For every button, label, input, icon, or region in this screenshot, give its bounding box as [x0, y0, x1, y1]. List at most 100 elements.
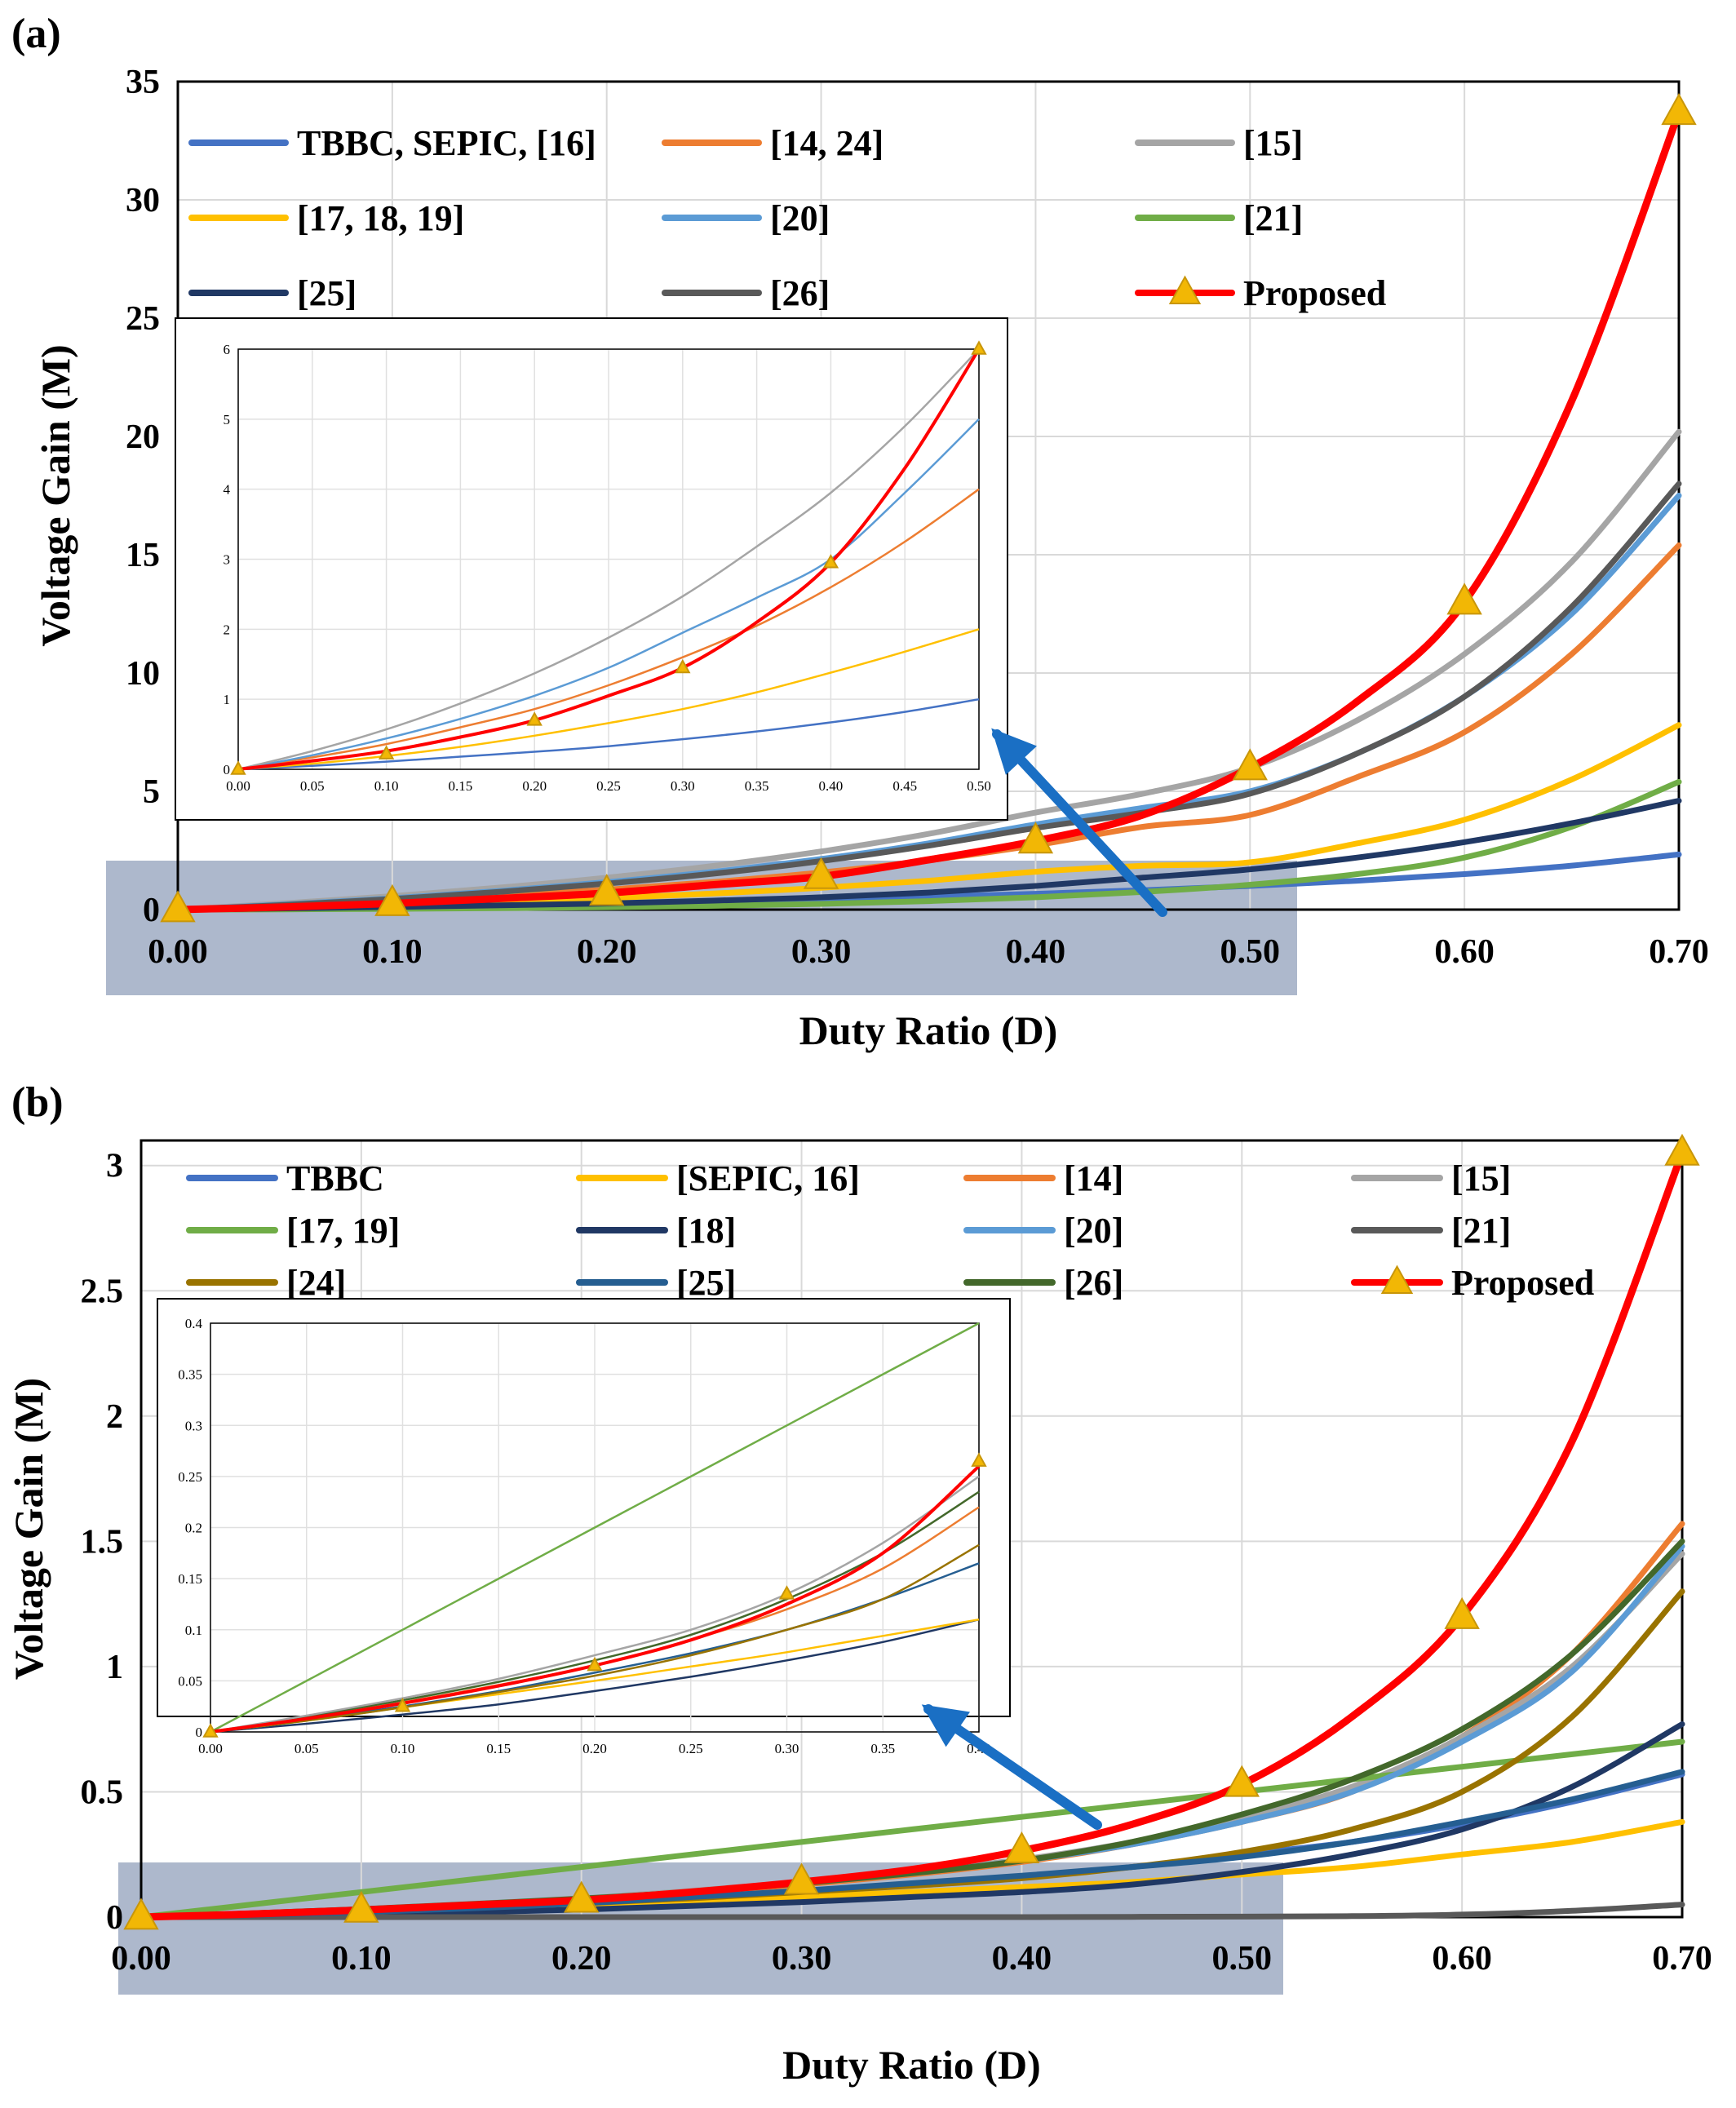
b-inset-y-tick-label: 0.4 [185, 1316, 203, 1331]
a-inset-x-tick-label: 0.10 [374, 778, 399, 794]
b-proposed-marker [783, 1862, 820, 1895]
a-y-tick-label: 5 [143, 773, 160, 811]
a-x-tick-label: 0.70 [1649, 933, 1709, 971]
a-y-tick-label: 25 [126, 300, 160, 338]
a-inset-y-tick-label: 4 [224, 482, 231, 498]
a-inset-x-tick-label: 0.40 [819, 778, 844, 794]
a-legend-label-4: [20] [770, 198, 830, 238]
b-legend-label-2: [14] [1064, 1158, 1123, 1198]
a-proposed-marker [374, 884, 410, 916]
a-inset-proposed-marker [526, 711, 542, 726]
b-inset-series-line-0 [210, 1322, 980, 1734]
a-inset-proposed-marker [822, 554, 839, 569]
a-x-tick-label: 0.10 [362, 933, 423, 971]
b-legend-label-1: [SEPIC, 16] [676, 1158, 860, 1198]
a-proposed-marker [803, 857, 839, 889]
b-x-tick-label: 0.50 [1212, 1940, 1273, 1977]
a-legend-label-1: [14, 24] [770, 123, 884, 163]
a-inset-series-line-1 [237, 628, 980, 771]
a-x-tick-label: 0.50 [1220, 933, 1281, 971]
a-y-tick-label: 15 [126, 537, 160, 574]
b-y-tick-label: 2.5 [81, 1273, 124, 1310]
chart-b: 0.00 0.10 0.20 0.30 0.40 0.50 0.60 0.7000.511.5… [6, 1133, 1712, 2088]
b-inset-series-line-4 [210, 1543, 980, 1734]
a-x-tick-label: 0.20 [577, 933, 637, 971]
b-y-tick-label: 2 [106, 1398, 123, 1436]
b-proposed-marker [1224, 1765, 1260, 1797]
b-legend-label-3: [15] [1451, 1158, 1511, 1198]
a-inset-proposed-marker [230, 760, 246, 775]
a-inset-y-tick-label: 5 [224, 412, 231, 427]
a-y-axis-title: Voltage Gain (M) [33, 344, 78, 646]
b-inset-y-tick-label: 0 [196, 1725, 203, 1740]
a-inset-y-tick-label: 3 [224, 552, 231, 568]
b-inset-series-line-7 [210, 1475, 980, 1734]
b-inset-series-line-8 [210, 1464, 981, 1734]
a-legend-label-3: [17, 18, 19] [297, 198, 464, 238]
b-inset-x-tick-label: 0.35 [870, 1741, 895, 1756]
b-inset-proposed-marker [587, 1656, 603, 1672]
b-legend-label-11: Proposed [1451, 1263, 1594, 1303]
b-inset-x-tick-label: 0.30 [775, 1741, 799, 1756]
a-proposed-marker [1232, 748, 1268, 781]
a-inset-y-tick-label: 1 [224, 692, 231, 707]
b-y-tick-label: 0 [106, 1899, 123, 1937]
a-legend-marker [1168, 275, 1202, 304]
b-proposed-marker [564, 1880, 600, 1913]
a-x-tick-label: 0.30 [791, 933, 852, 971]
b-inset-y-tick-label: 0.35 [178, 1367, 202, 1383]
a-inset-x-tick-label: 0.15 [449, 778, 473, 794]
b-x-tick-label: 0.40 [992, 1940, 1052, 1977]
b-series-line-7 [138, 1902, 1685, 1920]
b-inset-x-tick-label: 0.20 [582, 1741, 607, 1756]
b-x-tick-label: 0.60 [1432, 1940, 1492, 1977]
b-inset-y-tick-label: 0.1 [185, 1623, 202, 1638]
b-proposed-marker [343, 1890, 379, 1923]
b-series-line-4 [138, 1738, 1685, 1920]
a-inset-x-tick-label: 0.20 [522, 778, 547, 794]
b-inset-x-tick-label: 0.10 [391, 1741, 415, 1756]
a-inset-series-line-2 [237, 488, 980, 771]
a-y-tick-label: 35 [126, 64, 160, 101]
b-inset-proposed-marker [202, 1723, 219, 1738]
a-inset-x-tick-label: 0.45 [892, 778, 917, 794]
b-series-line-11 [137, 1149, 1686, 1921]
b-legend-label-5: [18] [676, 1211, 736, 1251]
a-legend-label-5: [21] [1243, 198, 1303, 238]
a-legend-label-2: [15] [1243, 123, 1303, 163]
a-inset-series-line-5 [237, 348, 981, 771]
a-x-tick-label: 0.00 [148, 933, 208, 971]
b-inset-x-tick-label: 0.25 [679, 1741, 703, 1756]
a-proposed-marker [1446, 582, 1482, 615]
b-inset-proposed-marker [778, 1585, 795, 1600]
b-legend-label-0: TBBC [286, 1158, 384, 1198]
b-inset-box [157, 1298, 1011, 1717]
b-proposed-marker [1003, 1831, 1040, 1864]
b-inset-series-line-3 [210, 1562, 980, 1734]
a-inset-proposed-marker [971, 340, 987, 355]
a-proposed-marker [160, 890, 196, 923]
chart-a: 0.00 0.10 0.20 0.30 0.40 0.50 0.60 0.7005101520… [33, 64, 1709, 1053]
b-inset-series-line-6 [210, 1490, 980, 1734]
b-legend-label-10: [26] [1064, 1263, 1123, 1303]
b-inset-y-tick-label: 0.3 [185, 1418, 202, 1433]
a-x-axis-title: Duty Ratio (D) [799, 1008, 1058, 1053]
panel-b-label: (b) [11, 1079, 64, 1126]
a-inset-proposed-marker [378, 745, 395, 760]
a-proposed-marker [1017, 822, 1054, 854]
a-x-tick-label: 0.40 [1006, 933, 1066, 971]
b-legend-label-8: [24] [286, 1263, 346, 1303]
a-inset-series-line-0 [237, 698, 980, 771]
b-proposed-marker [123, 1898, 159, 1930]
b-x-tick-label: 0.70 [1652, 1940, 1712, 1977]
a-proposed-marker [589, 874, 625, 906]
b-y-tick-label: 0.5 [81, 1774, 124, 1811]
b-x-tick-label: 0.30 [772, 1940, 832, 1977]
a-inset-box [175, 317, 1008, 821]
b-y-tick-label: 1 [106, 1649, 123, 1686]
b-y-tick-label: 1.5 [81, 1523, 124, 1561]
b-inset-y-tick-label: 0.2 [185, 1521, 202, 1536]
b-x-tick-label: 0.10 [331, 1940, 392, 1977]
a-inset-x-tick-label: 0.00 [226, 778, 250, 794]
